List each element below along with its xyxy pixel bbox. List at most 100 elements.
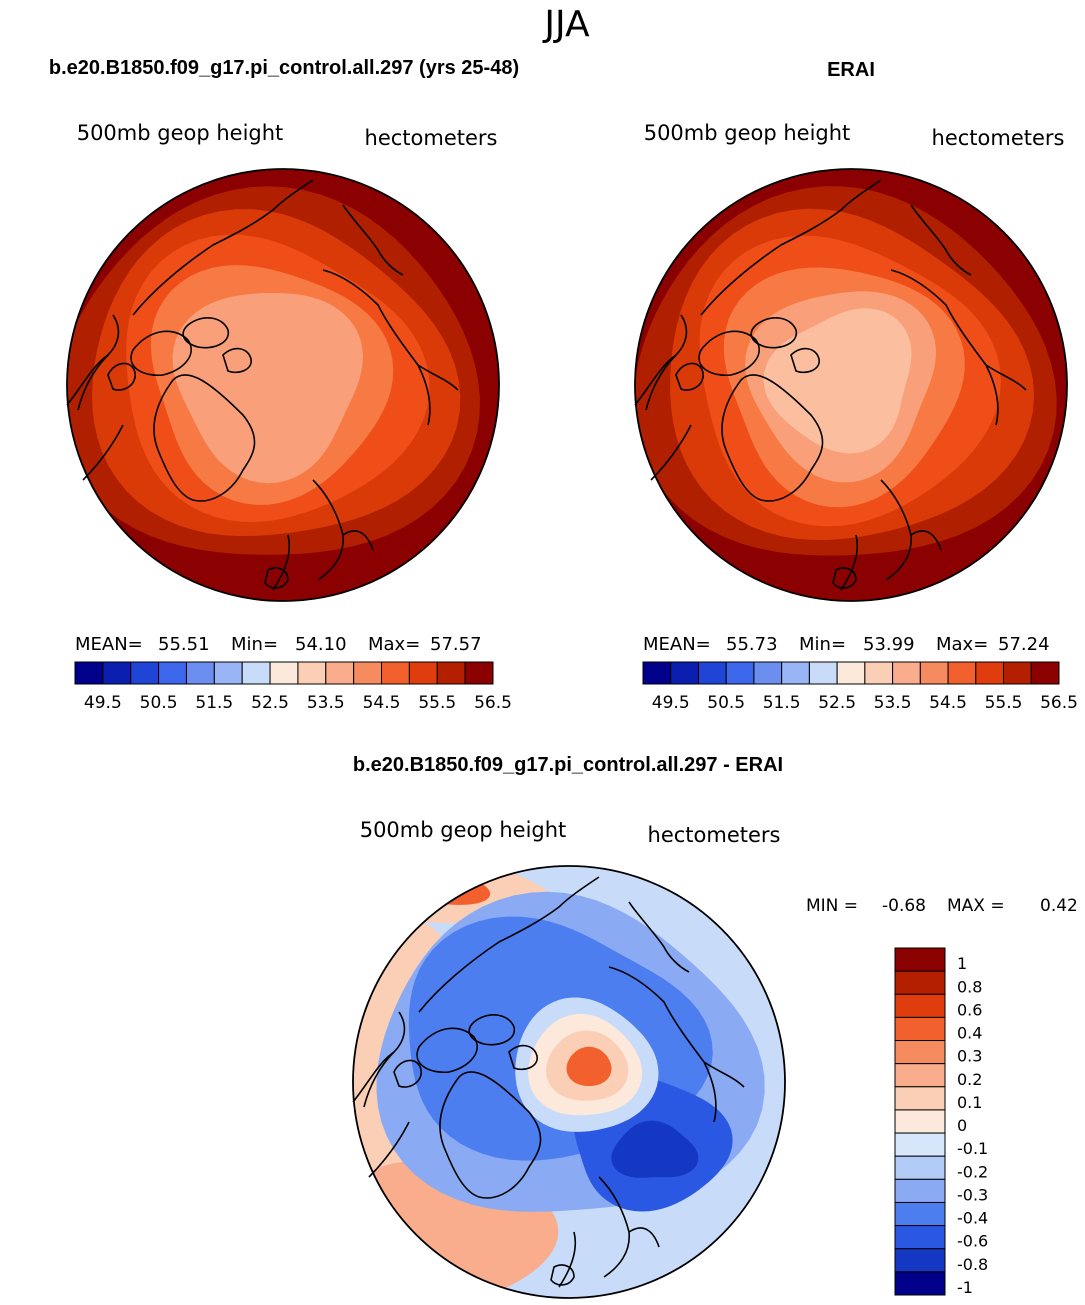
panel-difference-range: MIN = -0.68 MAX = 0.42 xyxy=(806,896,1078,916)
panel-difference-max-label: MAX = xyxy=(947,896,1005,916)
panel-model-colorbar: 49.5 50.5 51.5 52.5 53.5 54.5 55.5 56.5 xyxy=(74,661,512,713)
colorbar-box xyxy=(74,661,104,685)
panel-model-max: 57.57 xyxy=(430,634,482,655)
colorbar-box xyxy=(1003,661,1032,685)
colorbar-tick-label: 0.6 xyxy=(957,1000,982,1019)
field-contour-band xyxy=(172,293,363,484)
colorbar-box xyxy=(297,661,327,685)
panel-difference-left-label: 500mb geop height xyxy=(360,818,567,842)
panel-difference-colorbar: 1 0.8 0.6 0.4 0.3 0.2 0.1 0 -0.1 -0.2 -0.3 -0.4 -0.6… xyxy=(894,947,988,1297)
colorbar-tick-label: -0.8 xyxy=(957,1255,988,1274)
panel-model-mean: 55.51 xyxy=(158,634,210,655)
colorbar-tick-label: 54.5 xyxy=(929,693,967,713)
panel-model-right-label: hectometers xyxy=(365,126,498,150)
colorbar-box xyxy=(1030,661,1060,685)
colorbar-box xyxy=(836,661,866,685)
colorbar-tick-label: 0.2 xyxy=(957,1070,982,1089)
panel-model-min-label: Min= xyxy=(231,634,278,655)
colorbar-box xyxy=(894,947,946,972)
colorbar-box xyxy=(781,661,810,685)
colorbar-tick-label: -0.6 xyxy=(957,1232,988,1251)
colorbar-box xyxy=(864,661,894,685)
colorbar-tick-label: 52.5 xyxy=(818,693,856,713)
panel-erai: ERAI 500mb geop height hectometers MEAN=… xyxy=(634,59,1078,713)
colorbar-box xyxy=(130,661,160,685)
colorbar-box xyxy=(436,661,466,685)
colorbar-box xyxy=(894,1155,946,1180)
panel-erai-title: ERAI xyxy=(827,59,875,81)
colorbar-tick-label: 50.5 xyxy=(707,693,745,713)
colorbar-box xyxy=(381,661,410,685)
panel-erai-max-label: Max= xyxy=(936,634,988,655)
colorbar-tick-label: 49.5 xyxy=(84,693,122,713)
colorbar-tick-label: 55.5 xyxy=(418,693,456,713)
panel-model-map-border xyxy=(66,168,500,602)
colorbar-box xyxy=(753,661,783,685)
colorbar-box xyxy=(697,661,727,685)
colorbar-tick-label: -0.3 xyxy=(957,1185,988,1204)
panel-erai-left-label: 500mb geop height xyxy=(644,121,851,145)
colorbar-box xyxy=(894,1132,946,1157)
colorbar-box xyxy=(894,1248,946,1273)
colorbar-box xyxy=(408,661,438,685)
colorbar-box xyxy=(947,661,977,685)
panel-model-max-label: Max= xyxy=(368,634,420,655)
colorbar-tick-label: 53.5 xyxy=(307,693,345,713)
colorbar-box xyxy=(894,993,946,1018)
colorbar-box xyxy=(894,1086,946,1111)
colorbar-tick-label: -0.1 xyxy=(957,1139,988,1158)
panel-erai-min-label: Min= xyxy=(799,634,846,655)
colorbar-box xyxy=(975,661,1005,685)
colorbar-tick-label: 0.1 xyxy=(957,1093,982,1112)
colorbar-tick-label: 51.5 xyxy=(763,693,801,713)
colorbar-tick-label: 55.5 xyxy=(985,693,1023,713)
colorbar-tick-label: 56.5 xyxy=(474,693,512,713)
colorbar-box xyxy=(894,1063,946,1088)
colorbar-tick-label: -0.2 xyxy=(957,1162,988,1181)
panel-erai-mean-label: MEAN= xyxy=(643,634,711,655)
colorbar-tick-label: 0 xyxy=(957,1116,967,1135)
panel-difference-max: 0.42 xyxy=(1040,896,1078,916)
panel-difference-title: b.e20.B1850.f09_g17.pi_control.all.297 -… xyxy=(353,754,783,776)
panel-model-mean-label: MEAN= xyxy=(75,634,143,655)
panel-erai-colorbar: 49.5 50.5 51.5 52.5 53.5 54.5 55.5 56.5 xyxy=(642,661,1078,713)
panel-erai-stats: MEAN= 55.73 Min= 53.99 Max= 57.24 xyxy=(643,634,1050,655)
panel-erai-right-label: hectometers xyxy=(932,126,1065,150)
colorbar-tick-label: 50.5 xyxy=(140,693,178,713)
panel-erai-min: 53.99 xyxy=(863,634,915,655)
colorbar-box xyxy=(241,661,271,685)
colorbar-tick-label: 54.5 xyxy=(363,693,401,713)
panel-difference-min-label: MIN = xyxy=(806,896,858,916)
panel-difference-min: -0.68 xyxy=(882,896,926,916)
colorbar-tick-label: 1 xyxy=(957,954,967,973)
colorbar-box xyxy=(894,1016,946,1042)
diff-negative-deepest xyxy=(611,1120,699,1178)
colorbar-box xyxy=(725,661,755,685)
panel-difference-map xyxy=(352,865,786,1299)
colorbar-box xyxy=(642,661,672,685)
colorbar-box xyxy=(894,970,946,995)
panel-erai-max: 57.24 xyxy=(998,634,1050,655)
colorbar-tick-label: -0.4 xyxy=(957,1209,988,1228)
colorbar-tick-label: 0.4 xyxy=(957,1024,982,1043)
colorbar-tick-label: 0.3 xyxy=(957,1047,982,1066)
colorbar-box xyxy=(670,661,699,685)
field-contour-band xyxy=(763,308,912,454)
panel-erai-mean: 55.73 xyxy=(726,634,778,655)
colorbar-box xyxy=(894,1109,946,1134)
colorbar-box xyxy=(894,1040,946,1065)
diff-pole-peak xyxy=(566,1046,612,1086)
colorbar-tick-label: 0.8 xyxy=(957,977,982,996)
colorbar-tick-label: 56.5 xyxy=(1040,693,1078,713)
panel-model-title: b.e20.B1850.f09_g17.pi_control.all.297 (… xyxy=(49,57,519,79)
colorbar-box xyxy=(894,1178,946,1203)
colorbar-box xyxy=(325,661,355,685)
panel-model-stats: MEAN= 55.51 Min= 54.10 Max= 57.57 xyxy=(75,634,482,655)
colorbar-tick-label: 52.5 xyxy=(251,693,289,713)
colorbar-box xyxy=(894,1225,946,1250)
colorbar-box xyxy=(894,1201,946,1227)
colorbar-box xyxy=(213,661,243,685)
colorbar-tick-label: 53.5 xyxy=(874,693,912,713)
panel-difference-map-border xyxy=(352,865,786,1299)
